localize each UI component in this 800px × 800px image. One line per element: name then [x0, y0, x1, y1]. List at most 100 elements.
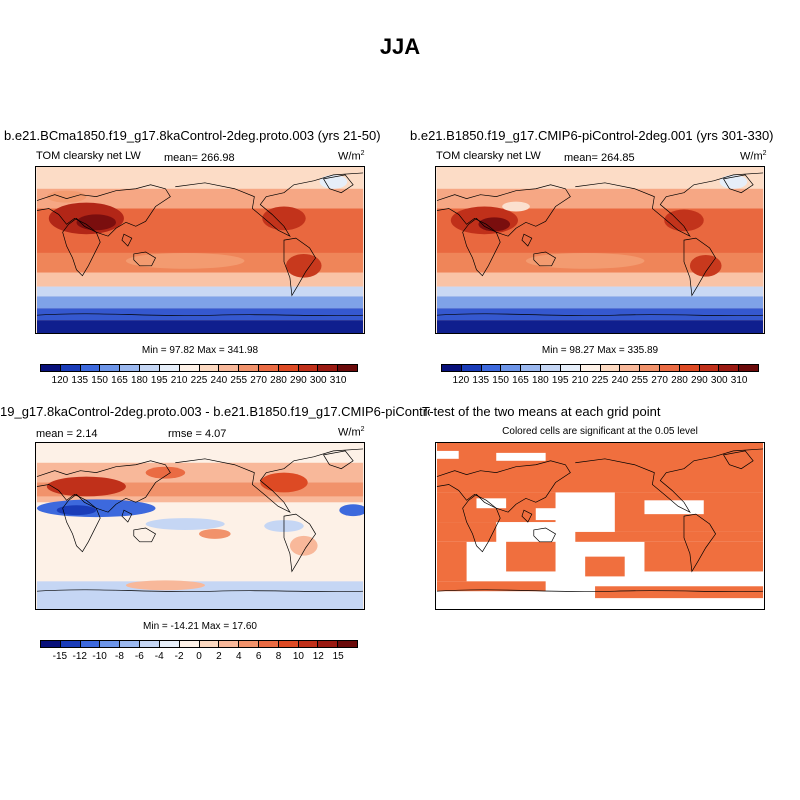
panel-2-variable-label: TOM clearsky net LW: [436, 150, 541, 162]
colorbar-swatch: [318, 641, 339, 647]
colorbar-swatch: [699, 365, 720, 371]
colorbar-swatch: [481, 365, 502, 371]
panel-3-map: [35, 442, 365, 610]
colorbar-tick-label: 240: [611, 375, 629, 386]
colorbar-swatch: [80, 641, 101, 647]
panel-1-colorbar-ticks: 120 135 150 165 180 195 210 225 240 255 270 280 290 3…: [40, 375, 358, 387]
colorbar-swatch: [239, 365, 259, 371]
colorbar-tick-label: 270: [651, 375, 668, 386]
panel-3-colorbar: [40, 640, 358, 648]
colorbar-swatch: [159, 365, 180, 371]
colorbar-swatch: [100, 641, 121, 647]
panel-1-variable-label: TOM clearsky net LW: [36, 150, 141, 162]
colorbar-tick-label: 165: [111, 375, 128, 386]
colorbar-swatch: [442, 365, 462, 371]
panel-3-units: W/m2: [338, 426, 365, 439]
colorbar-tick-label: 180: [131, 375, 148, 386]
colorbar-swatch: [560, 365, 581, 371]
colorbar-tick-label: -15: [52, 651, 68, 662]
colorbar-swatch: [41, 641, 61, 647]
colorbar-swatch: [338, 365, 357, 371]
panel-3-minmax: Min = -14.21 Max = 17.60: [143, 621, 257, 632]
coastlines: [36, 172, 364, 317]
colorbar-swatch: [318, 365, 339, 371]
panel-1-units: W/m2: [338, 150, 365, 163]
colorbar-swatch: [140, 365, 160, 371]
colorbar-tick-label: 210: [571, 375, 589, 386]
colorbar-swatch: [719, 365, 740, 371]
colorbar-tick-label: 180: [532, 375, 549, 386]
colorbar-tick-label: 255: [631, 375, 649, 386]
panel-2-colorbar: [441, 364, 759, 372]
colorbar-tick-label: -8: [115, 651, 124, 662]
colorbar-swatch: [179, 365, 200, 371]
colorbar-tick-label: 310: [329, 375, 347, 386]
colorbar-swatch: [659, 365, 680, 371]
colorbar-tick-label: -10: [92, 651, 107, 662]
colorbar-tick-label: 150: [91, 375, 108, 386]
colorbar-tick-label: 210: [170, 375, 188, 386]
colorbar-tick-label: -4: [154, 651, 164, 662]
colorbar-tick-label: 6: [255, 651, 262, 662]
colorbar-swatch: [600, 365, 621, 371]
panel-2-map: [435, 166, 765, 334]
colorbar-tick-label: 300: [710, 375, 728, 386]
panel-3-rmse-label: rmse = 4.07: [168, 428, 227, 440]
panel-4-map: [435, 442, 765, 610]
colorbar-swatch: [60, 365, 81, 371]
colorbar-swatch: [521, 365, 542, 371]
colorbar-tick-label: 8: [275, 651, 282, 662]
colorbar-swatch: [120, 365, 141, 371]
colorbar-tick-label: 150: [492, 375, 509, 386]
colorbar-swatch: [338, 641, 357, 647]
colorbar-swatch: [41, 365, 61, 371]
colorbar-tick-label: -2: [174, 651, 184, 662]
coastlines: [436, 448, 764, 593]
colorbar-swatch: [239, 641, 259, 647]
colorbar-tick-label: 15: [332, 651, 344, 662]
colorbar-swatch: [258, 641, 279, 647]
colorbar-swatch: [640, 365, 660, 371]
figure-title: JJA: [379, 34, 421, 59]
colorbar-tick-label: -6: [134, 651, 144, 662]
colorbar-tick-label: 2: [216, 651, 222, 662]
significance-shading: [436, 443, 764, 599]
colorbar-swatch: [541, 365, 561, 371]
colorbar-swatch: [298, 365, 319, 371]
colorbar-tick-label: 135: [472, 375, 490, 386]
colorbar-swatch: [60, 641, 81, 647]
colorbar-swatch: [219, 365, 240, 371]
colorbar-swatch: [199, 641, 220, 647]
colorbar-swatch: [739, 365, 758, 371]
colorbar-tick-label: 280: [671, 375, 688, 386]
colorbar-tick-label: 120: [51, 375, 69, 386]
colorbar-tick-label: 0: [196, 651, 202, 662]
panel-3-colorbar-ticks: -15 -12 -10 -8 -6 -4 -2 0 2 4 6 8 10 12 15: [40, 651, 358, 663]
colorbar-tick-label: 135: [71, 375, 89, 386]
coastlines: [36, 448, 364, 593]
panel-4-title: T-test of the two means at each grid poi…: [422, 404, 661, 419]
colorbar-swatch: [219, 641, 240, 647]
colorbar-swatch: [620, 365, 641, 371]
colorbar-tick-label: 270: [250, 375, 267, 386]
colorbar-swatch: [501, 365, 522, 371]
colorbar-swatch: [140, 641, 160, 647]
colorbar-swatch: [179, 641, 200, 647]
colorbar-tick-label: 195: [551, 375, 569, 386]
panel-2-title: b.e21.B1850.f19_g17.CMIP6-piControl-2deg…: [410, 128, 774, 143]
panel-1-mean-label: mean= 266.98: [164, 152, 235, 164]
panel-1-minmax: Min = 97.82 Max = 341.98: [141, 345, 259, 356]
colorbar-swatch: [199, 365, 220, 371]
colorbar-tick-label: 310: [730, 375, 748, 386]
colorbar-swatch: [159, 641, 180, 647]
colorbar-swatch: [278, 365, 299, 371]
panel-2-minmax: Min = 98.27 Max = 335.89: [541, 345, 659, 356]
colorbar-swatch: [461, 365, 482, 371]
colorbar-tick-label: 10: [292, 651, 304, 662]
panel-4-subtitle: Colored cells are significant at the 0.0…: [502, 426, 698, 437]
panel-3-title: 19_g17.8kaControl-2deg.proto.003 - b.e21…: [0, 404, 430, 419]
colorbar-swatch: [580, 365, 601, 371]
colorbar-swatch: [120, 641, 141, 647]
colorbar-swatch: [298, 641, 319, 647]
colorbar-tick-label: 240: [210, 375, 228, 386]
